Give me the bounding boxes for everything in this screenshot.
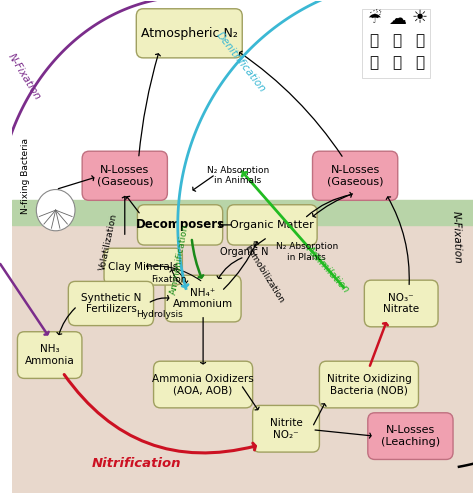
Text: Denitrification: Denitrification xyxy=(214,30,267,94)
Text: Organic Matter: Organic Matter xyxy=(230,220,314,230)
Text: N-Fixation: N-Fixation xyxy=(6,51,43,102)
Text: Synthetic N
Fertilizers: Synthetic N Fertilizers xyxy=(81,292,141,314)
FancyBboxPatch shape xyxy=(104,248,182,285)
Text: Decomposers: Decomposers xyxy=(136,218,225,231)
Text: Fixation: Fixation xyxy=(151,276,186,285)
Text: N-Losses
(Gaseous): N-Losses (Gaseous) xyxy=(97,165,153,187)
FancyBboxPatch shape xyxy=(368,413,453,459)
Bar xyxy=(362,9,430,78)
FancyBboxPatch shape xyxy=(228,205,317,245)
Text: N₂ Absorption
in Animals: N₂ Absorption in Animals xyxy=(207,166,269,185)
FancyBboxPatch shape xyxy=(68,282,154,326)
FancyBboxPatch shape xyxy=(165,275,241,322)
FancyBboxPatch shape xyxy=(253,406,319,452)
FancyBboxPatch shape xyxy=(137,205,223,245)
Text: Immobilization: Immobilization xyxy=(243,243,286,305)
Text: Ammonification: Ammonification xyxy=(169,223,191,295)
Text: Nitrite
NO₂⁻: Nitrite NO₂⁻ xyxy=(270,418,302,440)
Text: ⛅: ⛅ xyxy=(369,55,378,70)
Text: Assimilation: Assimilation xyxy=(304,244,351,294)
Text: 🌧: 🌧 xyxy=(415,33,424,48)
Text: 🌩: 🌩 xyxy=(392,33,401,48)
Text: Ammonia Oxidizers
(AOA, AOB): Ammonia Oxidizers (AOA, AOB) xyxy=(152,374,254,395)
Text: N-Losses
(Leaching): N-Losses (Leaching) xyxy=(381,425,440,447)
FancyBboxPatch shape xyxy=(319,361,419,408)
Text: NO₃⁻
Nitrate: NO₃⁻ Nitrate xyxy=(383,292,419,314)
Text: ☔: ☔ xyxy=(367,11,380,26)
Text: Clay Minerals: Clay Minerals xyxy=(108,262,178,272)
Text: ⛈: ⛈ xyxy=(369,33,378,48)
Bar xyxy=(12,1,473,201)
Text: N₂ Absorption
in Plants: N₂ Absorption in Plants xyxy=(275,242,338,262)
FancyBboxPatch shape xyxy=(18,332,82,378)
Circle shape xyxy=(36,190,75,231)
Text: N-Losses
(Gaseous): N-Losses (Gaseous) xyxy=(327,165,383,187)
Text: NH₃
Ammonia: NH₃ Ammonia xyxy=(25,344,74,366)
Text: N-fixing Bacteria: N-fixing Bacteria xyxy=(21,138,30,214)
Text: Volatilization: Volatilization xyxy=(98,212,119,272)
Text: Hydrolysis: Hydrolysis xyxy=(136,310,182,319)
FancyBboxPatch shape xyxy=(154,361,253,408)
Text: ☀: ☀ xyxy=(411,9,428,28)
FancyBboxPatch shape xyxy=(312,151,398,201)
Text: ☁: ☁ xyxy=(388,9,406,28)
Bar xyxy=(12,201,473,225)
Text: N-Fixation: N-Fixation xyxy=(451,210,463,264)
Text: 🌥: 🌥 xyxy=(415,55,424,70)
FancyBboxPatch shape xyxy=(82,151,167,201)
Text: Organic N: Organic N xyxy=(220,247,269,257)
Text: NH₄⁺
Ammonium: NH₄⁺ Ammonium xyxy=(173,288,233,309)
Bar xyxy=(12,210,473,493)
Text: Atmospheric N₂: Atmospheric N₂ xyxy=(141,27,238,40)
FancyBboxPatch shape xyxy=(137,9,242,58)
FancyBboxPatch shape xyxy=(365,280,438,327)
Text: Nitrification: Nitrification xyxy=(91,456,181,470)
Text: 🌤: 🌤 xyxy=(392,55,401,70)
Text: Nitrite Oxidizing
Bacteria (NOB): Nitrite Oxidizing Bacteria (NOB) xyxy=(327,374,411,395)
